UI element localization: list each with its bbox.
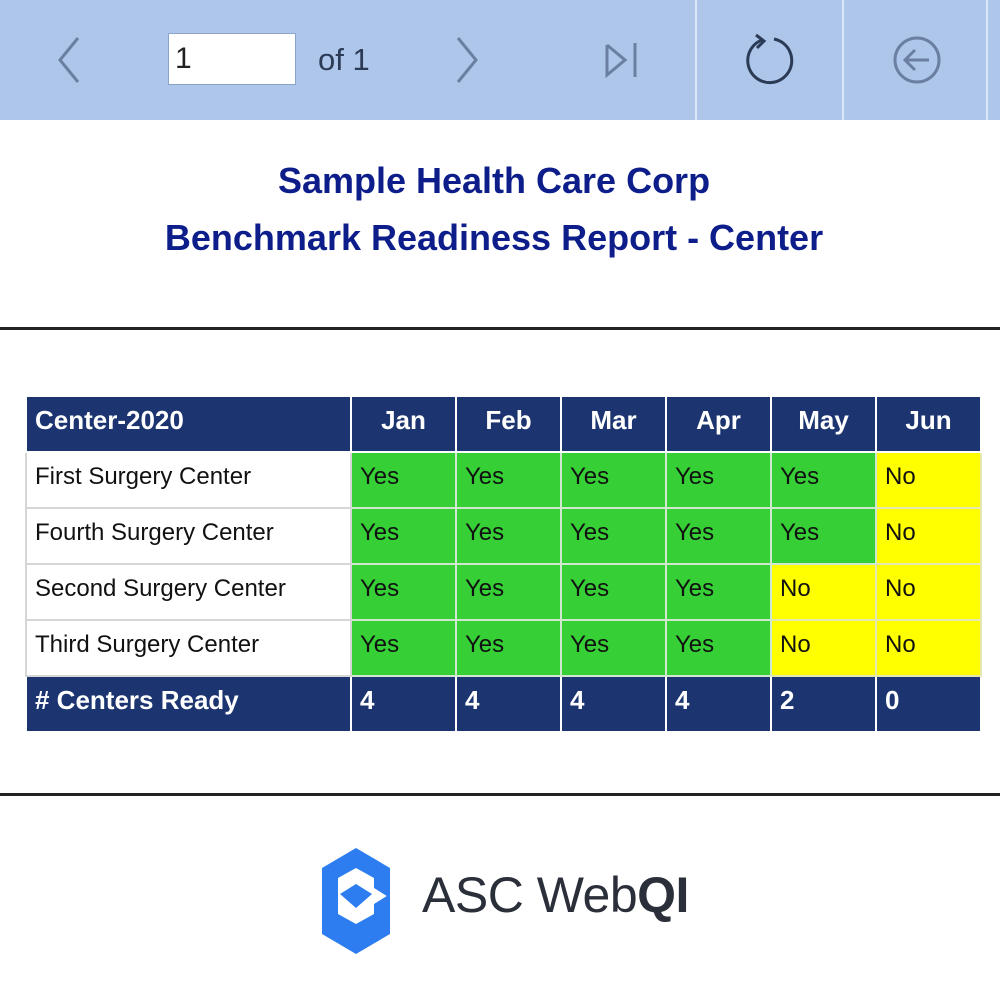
status-cell: Yes: [455, 563, 562, 621]
status-cell: Yes: [560, 619, 667, 677]
footer-count: 4: [350, 675, 457, 733]
footer-label: # Centers Ready: [25, 675, 352, 733]
status-cell: Yes: [560, 563, 667, 621]
status-cell: No: [770, 619, 877, 677]
status-cell: Yes: [770, 507, 877, 565]
footer-count: 4: [560, 675, 667, 733]
brand-web: Web: [536, 867, 638, 923]
column-header: Jan: [350, 395, 457, 453]
table-header-row: Center-2020 Jan Feb Mar Apr May Jun: [25, 395, 982, 453]
last-page-button[interactable]: [590, 0, 654, 120]
footer-count: 4: [665, 675, 772, 733]
chevron-right-icon: [456, 37, 478, 83]
status-cell: Yes: [665, 451, 772, 509]
status-cell: No: [875, 619, 982, 677]
last-page-icon: [605, 43, 637, 79]
table-row: First Surgery Center Yes Yes Yes Yes Yes…: [25, 451, 982, 509]
status-cell: Yes: [350, 619, 457, 677]
readiness-table: Center-2020 Jan Feb Mar Apr May Jun Firs…: [25, 395, 982, 733]
status-cell: Yes: [560, 507, 667, 565]
status-cell: Yes: [560, 451, 667, 509]
center-name-cell: First Surgery Center: [25, 451, 352, 509]
status-cell: Yes: [455, 619, 562, 677]
status-cell: No: [875, 563, 982, 621]
status-cell: Yes: [770, 451, 877, 509]
column-header: Center-2020: [25, 395, 352, 453]
table-row: Second Surgery Center Yes Yes Yes Yes No…: [25, 563, 982, 621]
center-name-cell: Fourth Surgery Center: [25, 507, 352, 565]
status-cell: Yes: [665, 507, 772, 565]
divider: [0, 327, 1000, 330]
table-row: Fourth Surgery Center Yes Yes Yes Yes Ye…: [25, 507, 982, 565]
next-page-button[interactable]: [436, 0, 496, 120]
center-name-cell: Third Surgery Center: [25, 619, 352, 677]
toolbar-divider: [842, 0, 844, 120]
divider: [0, 793, 1000, 796]
status-cell: No: [770, 563, 877, 621]
table-footer-row: # Centers Ready 4 4 4 4 2 0: [25, 675, 982, 733]
column-header: May: [770, 395, 877, 453]
column-header: Jun: [875, 395, 982, 453]
back-circle-icon: [893, 36, 941, 84]
refresh-icon: [746, 33, 794, 85]
status-cell: No: [875, 451, 982, 509]
status-cell: Yes: [665, 619, 772, 677]
column-header: Mar: [560, 395, 667, 453]
status-cell: Yes: [455, 451, 562, 509]
toolbar-divider: [986, 0, 988, 120]
page-count-label: of 1: [318, 42, 370, 77]
status-cell: Yes: [455, 507, 562, 565]
refresh-button[interactable]: [730, 0, 810, 120]
report-title: Benchmark Readiness Report - Center: [164, 217, 824, 258]
brand-qi: QI: [637, 867, 689, 923]
page-number-input[interactable]: [168, 33, 296, 85]
back-button[interactable]: [880, 0, 954, 120]
status-cell: Yes: [350, 563, 457, 621]
footer-count: 0: [875, 675, 982, 733]
table-row: Third Surgery Center Yes Yes Yes Yes No …: [25, 619, 982, 677]
report-toolbar: of 1: [0, 0, 1000, 120]
report-company-title: Sample Health Care Corp: [277, 160, 711, 201]
brand-asc: ASC: [422, 867, 524, 923]
status-cell: Yes: [350, 507, 457, 565]
chevron-left-icon: [58, 37, 80, 83]
center-name-cell: Second Surgery Center: [25, 563, 352, 621]
status-cell: Yes: [350, 451, 457, 509]
column-header: Feb: [455, 395, 562, 453]
status-cell: Yes: [665, 563, 772, 621]
status-cell: No: [875, 507, 982, 565]
brand-wordmark: ASC WebQI: [422, 866, 689, 924]
footer-count: 4: [455, 675, 562, 733]
previous-page-button[interactable]: [40, 0, 100, 120]
footer-count: 2: [770, 675, 877, 733]
toolbar-divider: [695, 0, 697, 120]
asc-webqi-logo-icon: [322, 848, 390, 954]
column-header: Apr: [665, 395, 772, 453]
